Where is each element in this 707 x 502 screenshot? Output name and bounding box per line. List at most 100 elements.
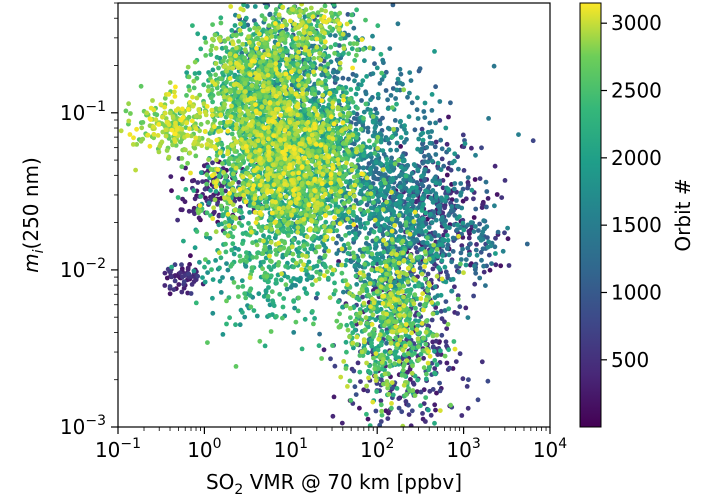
scatter-point (401, 352, 407, 358)
scatter-point (450, 276, 456, 282)
scatter-point (382, 194, 388, 200)
scatter-point (384, 217, 389, 223)
scatter-point (316, 259, 322, 264)
scatter-point (285, 226, 291, 232)
scatter-point (437, 380, 442, 386)
scatter-point (486, 252, 492, 258)
scatter-point (373, 106, 378, 112)
scatter-point (479, 145, 484, 151)
scatter-point (372, 125, 378, 131)
scatter-point (363, 101, 369, 107)
scatter-point (331, 3, 337, 7)
scatter-point (286, 233, 291, 238)
scatter-point (420, 411, 425, 416)
scatter-point (467, 251, 473, 257)
scatter-point (419, 208, 425, 213)
scatter-point (194, 229, 200, 234)
scatter-point (418, 389, 424, 395)
scatter-point (485, 244, 491, 250)
scatter-point (408, 177, 413, 183)
scatter-point (297, 245, 302, 251)
scatter-point (419, 126, 425, 132)
scatter-point (432, 49, 437, 54)
scatter-point (472, 177, 478, 182)
scatter-point (219, 45, 225, 51)
scatter-point (403, 173, 409, 179)
scatter-point (345, 12, 351, 17)
scatter-point (485, 378, 491, 384)
scatter-point (385, 245, 391, 251)
scatter-point (368, 205, 374, 211)
scatter-point (460, 132, 466, 138)
scatter-point (352, 141, 357, 147)
scatter-point (444, 233, 450, 238)
scatter-point (222, 220, 228, 225)
scatter-point (289, 34, 295, 40)
scatter-point (293, 283, 298, 288)
scatter-point (192, 71, 198, 76)
scatter-point (208, 72, 213, 78)
scatter-point (315, 19, 321, 24)
scatter-point (465, 405, 471, 411)
scatter-point (437, 242, 442, 248)
scatter-point (435, 301, 441, 306)
scatter-point (371, 142, 377, 148)
scatter-point (406, 193, 412, 198)
scatter-point (210, 22, 216, 27)
scatter-point (348, 398, 354, 403)
scatter-point (460, 246, 465, 252)
scatter-point (434, 194, 439, 200)
scatter-point (284, 286, 290, 292)
scatter-point (393, 201, 399, 207)
scatter-point (473, 224, 478, 229)
scatter-point (381, 332, 387, 338)
scatter-point (185, 271, 191, 277)
scatter-point (364, 181, 369, 187)
scatter-point (366, 292, 371, 298)
scatter-point (466, 377, 471, 383)
scatter-point (237, 253, 243, 259)
scatter-point (390, 177, 396, 183)
scatter-point (463, 196, 469, 202)
scatter-point (403, 210, 409, 215)
scatter-point (460, 220, 466, 226)
scatter-point (505, 236, 511, 242)
scatter-point (429, 158, 435, 164)
scatter-point (473, 247, 479, 253)
scatter-point (355, 105, 360, 111)
scatter-point (343, 339, 349, 345)
scatter-point (340, 304, 345, 310)
scatter-point (441, 232, 446, 238)
scatter-point (366, 231, 372, 236)
scatter-point (217, 278, 223, 284)
scatter-point (400, 158, 406, 164)
scatter-point (458, 257, 464, 262)
scatter-point (387, 169, 393, 175)
scatter-point (232, 177, 238, 182)
scatter-point (423, 188, 428, 194)
scatter-point (269, 289, 275, 295)
scatter-point (415, 255, 420, 260)
scatter-point (281, 296, 287, 301)
scatter-point (398, 171, 404, 177)
scatter-point (355, 168, 360, 174)
scatter-point (239, 278, 245, 284)
scatter-point (242, 314, 248, 320)
scatter-point (392, 352, 398, 357)
scatter-point (171, 287, 177, 292)
scatter-point (442, 264, 448, 270)
scatter-point (373, 408, 379, 414)
scatter-point (225, 267, 231, 273)
scatter-point (438, 308, 444, 314)
scatter-point (343, 262, 348, 268)
scatter-point (198, 46, 204, 52)
scatter-point (432, 370, 437, 376)
scatter-point (314, 269, 320, 275)
scatter-point (389, 405, 394, 411)
scatter-point (392, 118, 398, 123)
scatter-point (204, 210, 210, 216)
scatter-point (323, 264, 328, 270)
scatter-point (176, 282, 182, 287)
scatter-point (432, 230, 438, 236)
scatter-point (247, 293, 253, 298)
